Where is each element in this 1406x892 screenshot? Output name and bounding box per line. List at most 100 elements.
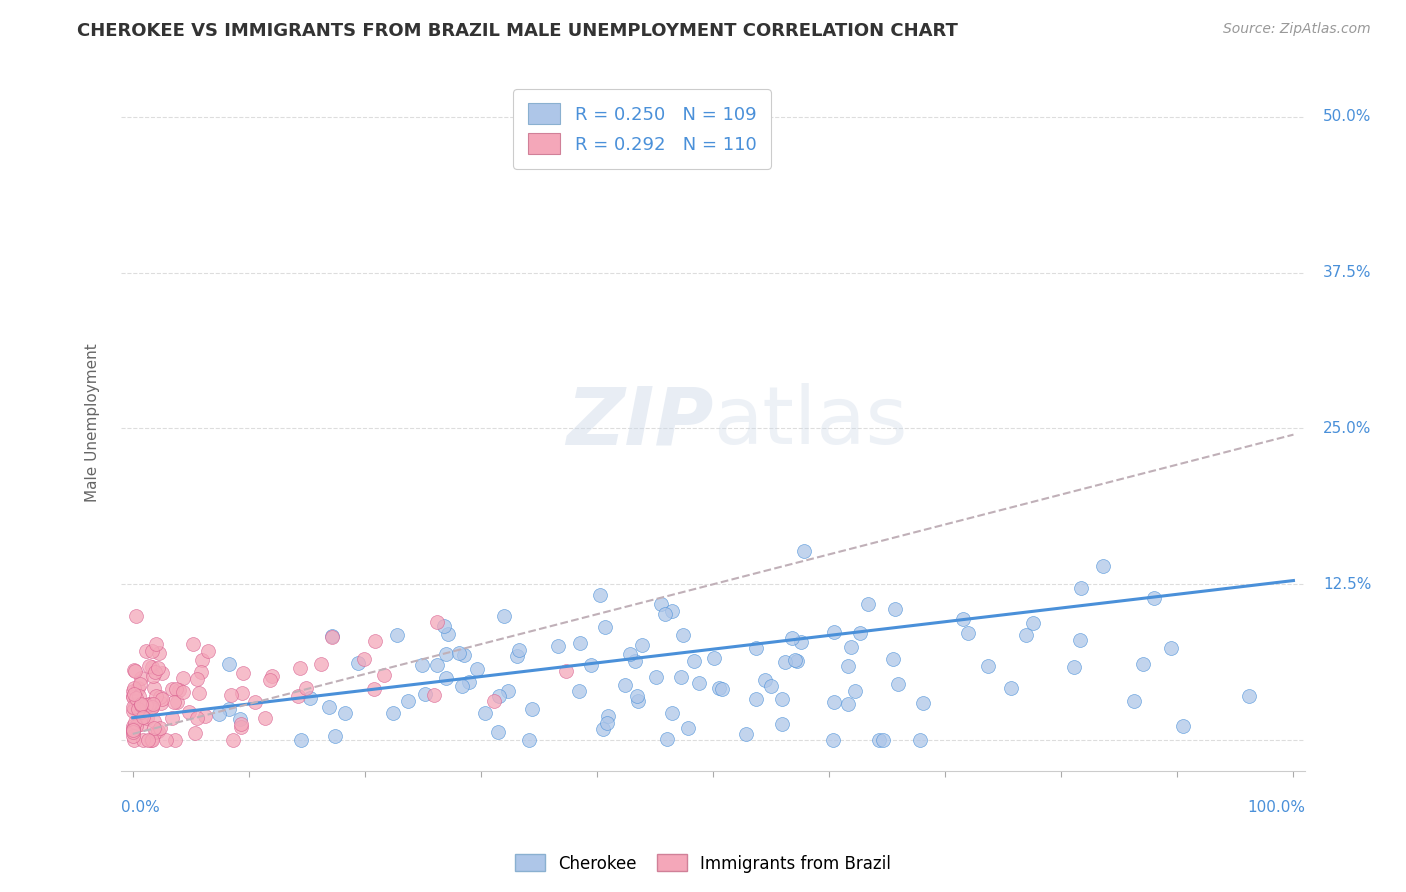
Point — [821, 733, 844, 747]
Point — [844, 683, 866, 698]
Point — [449, 646, 471, 660]
Point — [172, 685, 194, 699]
Legend: Cherokee, Immigrants from Brazil: Cherokee, Immigrants from Brazil — [509, 847, 897, 880]
Point — [676, 721, 699, 735]
Point — [488, 689, 510, 703]
Point — [142, 698, 165, 712]
Point — [121, 690, 143, 704]
Point — [132, 733, 155, 747]
Point — [506, 649, 529, 664]
Point — [770, 692, 793, 706]
Point — [453, 648, 475, 662]
Point — [754, 673, 776, 688]
Point — [1122, 694, 1144, 708]
Point — [555, 664, 578, 678]
Point — [191, 652, 214, 666]
Point — [363, 681, 385, 696]
Point — [124, 664, 146, 678]
Point — [711, 681, 734, 696]
Point — [218, 657, 240, 671]
Point — [146, 661, 169, 675]
Point — [129, 716, 152, 731]
Point — [127, 697, 149, 711]
Point — [150, 691, 173, 706]
Point — [124, 714, 146, 729]
Point — [520, 702, 543, 716]
Point — [669, 670, 692, 684]
Point — [254, 711, 277, 725]
Point — [745, 691, 768, 706]
Text: 37.5%: 37.5% — [1323, 265, 1371, 280]
Point — [122, 699, 145, 714]
Point — [129, 698, 152, 712]
Point — [1070, 581, 1092, 595]
Point — [780, 631, 803, 645]
Point — [184, 726, 207, 740]
Point — [426, 658, 449, 673]
Point — [1160, 641, 1182, 656]
Point — [259, 673, 281, 687]
Point — [661, 706, 683, 720]
Point — [129, 671, 152, 685]
Point — [773, 655, 796, 669]
Text: CHEROKEE VS IMMIGRANTS FROM BRAZIL MALE UNEMPLOYMENT CORRELATION CHART: CHEROKEE VS IMMIGRANTS FROM BRAZIL MALE … — [77, 22, 959, 40]
Point — [373, 667, 395, 681]
Point — [793, 544, 815, 558]
Point — [1239, 689, 1261, 703]
Point — [703, 651, 725, 665]
Point — [321, 630, 343, 644]
Text: ZIP: ZIP — [565, 384, 713, 461]
Point — [837, 697, 859, 711]
Point — [132, 710, 155, 724]
Point — [957, 626, 980, 640]
Point — [645, 670, 668, 684]
Point — [650, 598, 672, 612]
Point — [122, 729, 145, 743]
Point — [589, 588, 612, 602]
Point — [655, 732, 678, 747]
Point — [218, 702, 240, 716]
Text: atlas: atlas — [713, 384, 907, 461]
Point — [912, 696, 935, 710]
Point — [122, 733, 145, 747]
Point — [260, 668, 283, 682]
Point — [837, 659, 859, 673]
Point — [318, 700, 340, 714]
Point — [229, 720, 252, 734]
Point — [492, 609, 515, 624]
Point — [181, 637, 204, 651]
Point — [786, 654, 808, 668]
Point — [194, 708, 217, 723]
Point — [128, 690, 150, 704]
Point — [451, 680, 474, 694]
Point — [433, 619, 456, 633]
Point — [437, 627, 460, 641]
Y-axis label: Male Unemployment: Male Unemployment — [86, 343, 100, 501]
Point — [219, 688, 242, 702]
Text: 12.5%: 12.5% — [1323, 577, 1371, 591]
Point — [682, 654, 704, 668]
Point — [411, 657, 433, 672]
Point — [145, 689, 167, 703]
Point — [141, 698, 163, 713]
Point — [125, 690, 148, 705]
Point — [122, 723, 145, 738]
Point — [436, 647, 458, 661]
Point — [135, 710, 157, 724]
Point — [131, 699, 153, 714]
Point — [849, 626, 872, 640]
Point — [457, 675, 479, 690]
Point — [654, 607, 676, 621]
Point — [222, 733, 245, 747]
Point — [208, 707, 231, 722]
Point — [122, 663, 145, 677]
Point — [353, 652, 375, 666]
Point — [129, 698, 152, 712]
Point — [1022, 615, 1045, 630]
Point — [333, 706, 356, 720]
Point — [1063, 660, 1085, 674]
Point — [125, 608, 148, 623]
Point — [145, 724, 167, 739]
Point — [1015, 627, 1038, 641]
Point — [908, 733, 931, 747]
